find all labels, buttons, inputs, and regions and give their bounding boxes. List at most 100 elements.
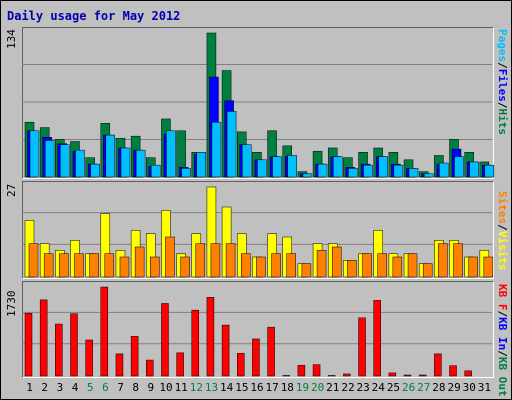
kb-max-label: 1730 bbox=[5, 290, 18, 318]
bar-kb-f-day-9 bbox=[146, 359, 154, 377]
legend-separator: / bbox=[496, 62, 509, 69]
day-label-30: 30 bbox=[462, 381, 476, 394]
bar-pages-day-4 bbox=[75, 149, 85, 178]
day-label-31: 31 bbox=[477, 381, 492, 394]
day-label-20: 20 bbox=[311, 381, 325, 394]
bar-pages-day-29 bbox=[454, 156, 464, 178]
bar-sites-day-27 bbox=[422, 263, 433, 278]
bar-kb-f-day-11 bbox=[176, 352, 184, 377]
chart-title: Daily usage for May 2012 bbox=[7, 9, 181, 23]
legend-visits: Visits bbox=[496, 230, 509, 271]
legend-kb-f: KB F bbox=[496, 284, 509, 311]
bar-kb-f-day-24 bbox=[373, 300, 381, 377]
bar-kb-f-day-4 bbox=[70, 313, 78, 377]
day-label-3: 3 bbox=[56, 381, 64, 394]
bar-sites-day-22 bbox=[347, 260, 357, 278]
bar-kb-f-day-23 bbox=[358, 317, 366, 377]
day-label-2: 2 bbox=[41, 381, 49, 394]
bar-sites-day-13 bbox=[210, 243, 221, 278]
bar-sites-day-9 bbox=[150, 256, 160, 278]
bar-sites-day-11 bbox=[180, 256, 190, 278]
day-label-1: 1 bbox=[26, 381, 33, 394]
hits-legend: Pages/Files/Hits bbox=[496, 29, 509, 135]
day-label-4: 4 bbox=[71, 381, 79, 394]
bar-kb-f-day-10 bbox=[161, 303, 169, 377]
bar-pages-day-15 bbox=[242, 144, 252, 178]
bar-sites-day-4 bbox=[74, 253, 84, 278]
bar-pages-day-17 bbox=[272, 156, 282, 178]
day-label-28: 28 bbox=[432, 381, 446, 394]
bar-sites-day-20 bbox=[316, 250, 327, 278]
day-label-18: 18 bbox=[280, 381, 294, 394]
day-label-16: 16 bbox=[250, 381, 264, 394]
legend-sites: Sites bbox=[496, 191, 509, 225]
bar-sites-day-14 bbox=[225, 243, 236, 278]
bar-kb-f-day-16 bbox=[252, 338, 260, 377]
bar-kb-f-day-27 bbox=[418, 374, 427, 377]
bar-pages-day-2 bbox=[44, 140, 55, 178]
day-label-22: 22 bbox=[341, 381, 355, 394]
bar-kb-f-day-29 bbox=[449, 365, 457, 377]
bar-pages-day-19 bbox=[302, 173, 313, 178]
bar-pages-day-11 bbox=[181, 168, 191, 178]
bar-kb-f-day-25 bbox=[388, 372, 397, 377]
kb-legend: KB F/KB In/KB Out bbox=[496, 284, 509, 397]
bar-pages-day-18 bbox=[287, 155, 297, 178]
day-label-11: 11 bbox=[174, 381, 188, 394]
legend-kb-in: KB In bbox=[496, 317, 509, 351]
bar-pages-day-27 bbox=[423, 173, 434, 178]
bar-pages-day-9 bbox=[151, 164, 161, 178]
bar-sites-day-10 bbox=[165, 236, 175, 278]
day-label-8: 8 bbox=[132, 381, 140, 394]
bar-pages-day-1 bbox=[29, 130, 40, 178]
legend-kb-out: KB Out bbox=[496, 356, 509, 397]
bar-pages-day-21 bbox=[332, 156, 343, 178]
bar-sites-day-15 bbox=[241, 253, 251, 278]
day-label-21: 21 bbox=[326, 381, 340, 394]
bar-sites-day-1 bbox=[28, 243, 39, 278]
day-label-25: 25 bbox=[386, 381, 401, 394]
legend-pages: Pages bbox=[496, 29, 509, 63]
bar-pages-day-8 bbox=[135, 149, 146, 178]
bar-kb-f-day-30 bbox=[464, 370, 472, 377]
bar-pages-day-16 bbox=[257, 159, 267, 178]
day-label-26: 26 bbox=[401, 381, 416, 394]
bar-sites-day-2 bbox=[43, 253, 54, 278]
bar-sites-day-8 bbox=[134, 246, 145, 278]
bar-pages-day-12 bbox=[196, 152, 207, 178]
day-label-5: 5 bbox=[86, 381, 94, 394]
bar-kb-f-day-6 bbox=[100, 286, 109, 377]
bar-kb-f-day-19 bbox=[297, 364, 306, 377]
bar-pages-day-25 bbox=[393, 164, 404, 178]
bar-kb-f-day-26 bbox=[403, 374, 412, 377]
bar-sites-day-24 bbox=[377, 253, 387, 278]
bar-pages-day-31 bbox=[484, 164, 495, 178]
day-label-29: 29 bbox=[447, 381, 461, 394]
day-label-7: 7 bbox=[117, 381, 124, 394]
bar-pages-day-30 bbox=[469, 161, 479, 178]
day-axis: 1 2 3 4 5 6 7 8 9 10 11 12 13 14 15 16 17 18 19 20 21 22 23 24 2… bbox=[22, 381, 492, 397]
day-label-14: 14 bbox=[220, 381, 234, 394]
day-label-13: 13 bbox=[204, 381, 219, 394]
day-label-12: 12 bbox=[189, 381, 203, 394]
bar-kb-f-day-20 bbox=[312, 364, 321, 377]
bar-sites-day-3 bbox=[59, 253, 69, 278]
bar-sites-day-31 bbox=[483, 256, 494, 278]
day-label-9: 9 bbox=[147, 381, 155, 394]
day-label-23: 23 bbox=[356, 381, 370, 394]
bar-sites-day-29 bbox=[453, 243, 463, 278]
legend-separator: / bbox=[496, 350, 509, 357]
bar-pages-day-3 bbox=[60, 144, 70, 178]
legend-separator: / bbox=[496, 101, 509, 109]
bar-pages-day-14 bbox=[226, 111, 237, 178]
bar-kb-f-day-14 bbox=[221, 324, 230, 377]
bar-pages-day-28 bbox=[439, 162, 449, 178]
bar-sites-day-23 bbox=[362, 253, 372, 278]
bar-sites-day-25 bbox=[392, 256, 403, 278]
bar-sites-day-28 bbox=[438, 243, 448, 278]
bar-pages-day-22 bbox=[348, 168, 358, 178]
bar-sites-day-26 bbox=[407, 253, 418, 278]
day-label-19: 19 bbox=[295, 381, 310, 394]
bar-sites-day-5 bbox=[89, 253, 99, 278]
bar-sites-day-7 bbox=[119, 256, 130, 278]
